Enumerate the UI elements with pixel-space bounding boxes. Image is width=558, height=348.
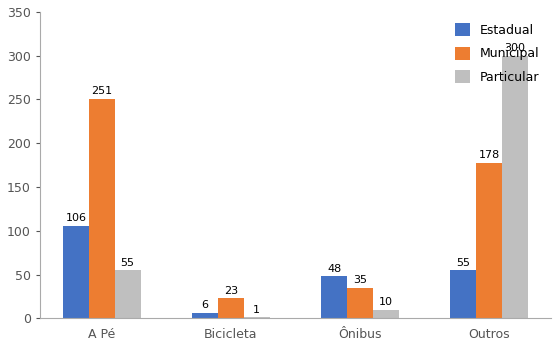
Bar <box>115 270 141 318</box>
Bar <box>502 56 528 318</box>
Bar <box>89 98 115 318</box>
Text: 55: 55 <box>456 258 470 268</box>
Bar <box>192 313 218 318</box>
Bar <box>347 288 373 318</box>
Bar <box>321 276 347 318</box>
Text: 35: 35 <box>353 275 367 285</box>
Text: 300: 300 <box>504 43 526 53</box>
Bar <box>450 270 476 318</box>
Bar <box>373 310 399 318</box>
Bar <box>476 163 502 318</box>
Bar <box>218 298 244 318</box>
Text: 6: 6 <box>201 300 209 310</box>
Text: 48: 48 <box>327 264 341 274</box>
Legend: Estadual, Municipal, Particular: Estadual, Municipal, Particular <box>450 18 545 89</box>
Text: 1: 1 <box>253 305 260 315</box>
Text: 106: 106 <box>65 213 86 223</box>
Text: 23: 23 <box>224 286 238 295</box>
Text: 10: 10 <box>379 297 393 307</box>
Bar <box>244 317 270 318</box>
Text: 251: 251 <box>92 86 112 96</box>
Text: 55: 55 <box>121 258 134 268</box>
Text: 178: 178 <box>478 150 500 160</box>
Bar <box>63 226 89 318</box>
